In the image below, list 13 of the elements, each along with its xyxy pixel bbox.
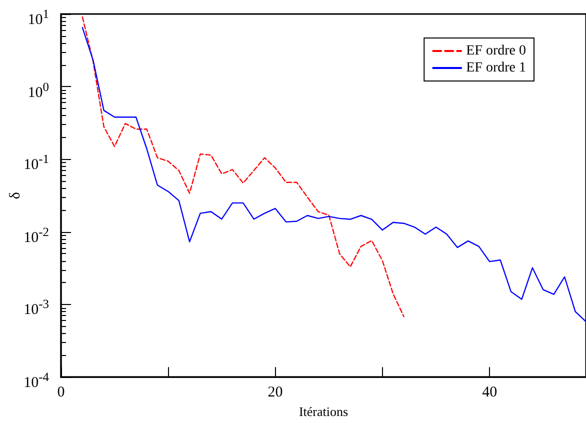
y-tick-label: 10$^{-3}$ [24,296,49,320]
x-axis-title: Itérations [298,404,348,419]
y-tick-label: 10$^{-1}$ [24,151,49,174]
y-tick-label: 10$^{1}$ [28,6,49,29]
x-tick-label: 20 [268,384,283,401]
x-tick-label: 40 [482,384,498,401]
y-tick-label: 10$^{-4}$ [24,369,49,392]
y-tick-label: 10$^{0}$ [28,78,49,102]
y-axis-title: δ [8,192,24,200]
y-tick-label: 10$^{-2}$ [24,224,49,247]
x-tick-label: 0 [57,384,65,401]
legend-label: EF ordre 1 [466,60,526,76]
legend-label: EF ordre 0 [466,44,526,58]
